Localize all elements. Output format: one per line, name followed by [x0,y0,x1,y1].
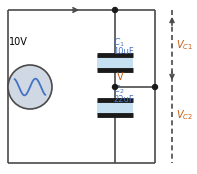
Text: $V_{C2}$: $V_{C2}$ [176,108,193,122]
Text: V: V [117,72,124,82]
Text: $I_C$: $I_C$ [100,0,110,3]
Circle shape [8,65,52,109]
Text: 22uF: 22uF [113,94,134,104]
Text: $C_1$: $C_1$ [113,37,125,49]
Bar [97,100,133,115]
Circle shape [112,7,117,13]
Text: $C_2$: $C_2$ [113,84,125,96]
Circle shape [112,85,117,89]
Text: 10V: 10V [9,37,28,47]
Text: 10uF: 10uF [113,48,134,57]
Circle shape [152,85,157,89]
Bar [97,55,133,70]
Text: $V_{C1}$: $V_{C1}$ [176,38,193,52]
